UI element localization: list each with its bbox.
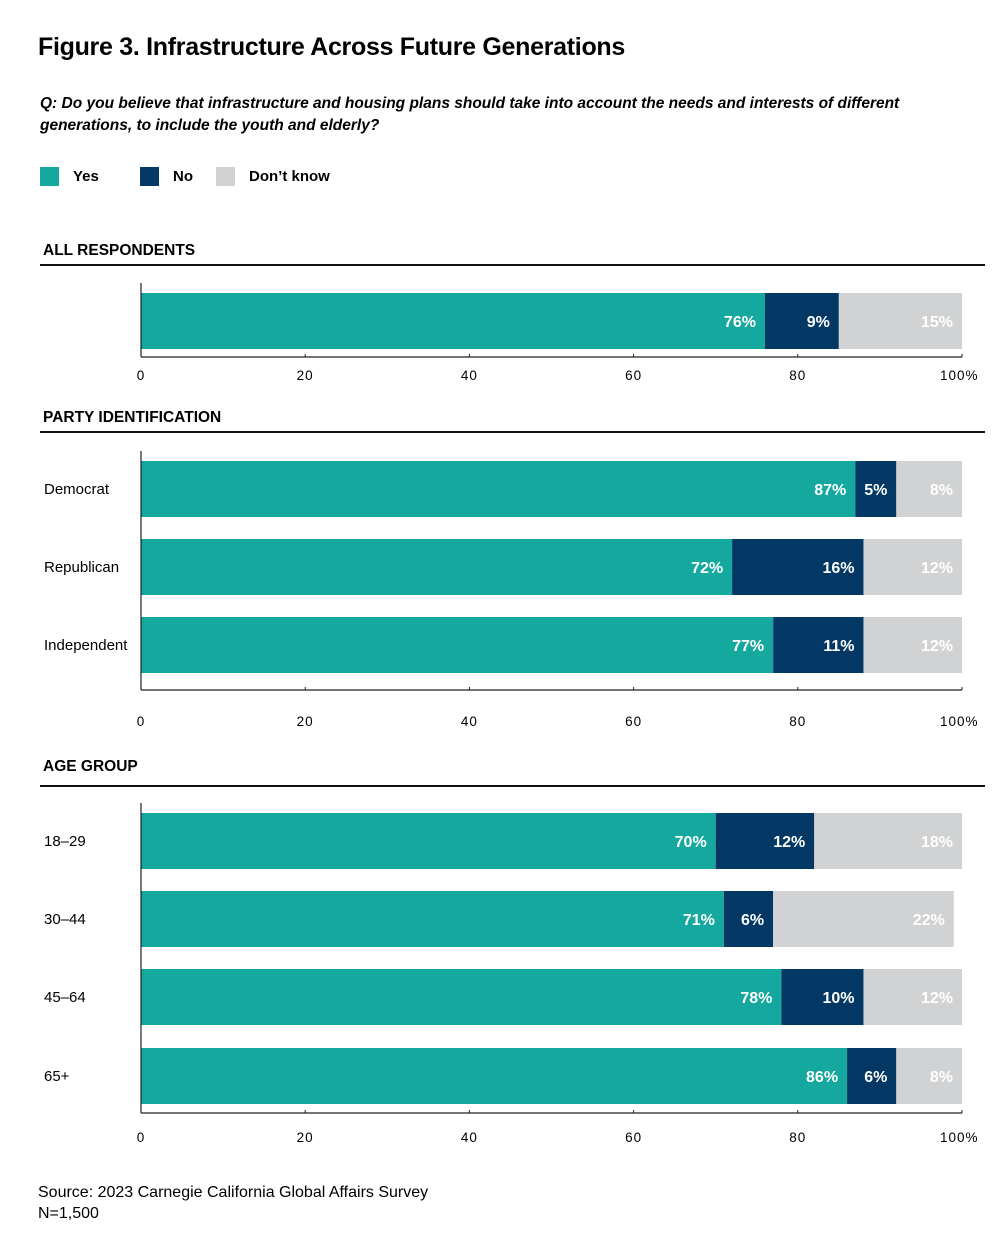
data-label: 78%	[740, 990, 772, 1007]
bar-segment-don-t-know	[863, 969, 962, 1025]
x-tick-label: 0	[137, 714, 146, 729]
source-text: Source: 2023 Carnegie California Global …	[38, 1184, 429, 1201]
legend-swatch-yes	[40, 167, 59, 186]
category-label: 30–44	[44, 911, 86, 928]
bar-segment-no	[847, 1048, 897, 1104]
bar-segment-no	[855, 461, 897, 517]
survey-question: Q: Do you believe that infrastructure an…	[40, 95, 900, 134]
legend-swatch-no	[140, 167, 159, 186]
legend-swatch-dont-know	[216, 167, 235, 186]
data-label: 76%	[724, 314, 756, 331]
bar-segment-yes	[141, 969, 782, 1025]
x-tick-label: 100%	[940, 368, 979, 383]
legend-item-dont-know: Don’t know	[216, 167, 330, 186]
bar-segment-don-t-know	[773, 891, 954, 947]
category-label: 18–29	[44, 833, 86, 850]
bar-segment-yes	[141, 617, 774, 673]
data-label: 12%	[773, 834, 805, 851]
bar-segment-yes	[141, 813, 716, 869]
legend-label-no: No	[173, 168, 193, 185]
bar-segment-don-t-know	[838, 293, 962, 349]
bar-segment-don-t-know	[863, 539, 962, 595]
data-label: 11%	[823, 638, 854, 655]
data-label: 71%	[683, 912, 715, 929]
data-label: 12%	[921, 990, 953, 1007]
x-tick-label: 100%	[940, 714, 979, 729]
x-tick-label: 20	[297, 714, 314, 729]
data-label: 87%	[814, 482, 846, 499]
data-label: 72%	[691, 560, 723, 577]
x-tick-label: 40	[461, 1130, 478, 1145]
bar-segment-don-t-know	[863, 617, 962, 673]
data-label: 18%	[921, 834, 953, 851]
x-tick-label: 40	[461, 368, 478, 383]
data-label: 8%	[930, 1069, 953, 1086]
bar-segment-yes	[141, 1048, 848, 1104]
bar-segment-don-t-know	[896, 1048, 962, 1104]
legend-label-dont-know: Don’t know	[249, 168, 330, 185]
bar-segment-no	[764, 293, 839, 349]
bar-segment-yes	[141, 539, 733, 595]
data-label: 70%	[675, 834, 707, 851]
data-label: 22%	[913, 912, 945, 929]
x-tick-label: 20	[297, 1130, 314, 1145]
sample-size: N=1,500	[38, 1205, 99, 1222]
x-tick-label: 60	[625, 714, 642, 729]
bar-segment-yes	[141, 293, 765, 349]
section-title: AGE GROUP	[43, 758, 138, 775]
x-tick-label: 80	[789, 368, 806, 383]
legend-label-yes: Yes	[73, 168, 99, 185]
legend-item-yes: Yes	[40, 167, 140, 186]
bar-segment-no	[715, 813, 815, 869]
category-label: 65+	[44, 1068, 70, 1085]
bar-segment-no	[732, 539, 864, 595]
data-label: 15%	[921, 314, 953, 331]
legend: Yes No Don’t know	[40, 167, 330, 186]
bar-segment-don-t-know	[814, 813, 962, 869]
legend-item-no: No	[140, 167, 216, 186]
section-title: ALL RESPONDENTS	[43, 242, 195, 259]
bar-segment-don-t-know	[896, 461, 962, 517]
section-title: PARTY IDENTIFICATION	[43, 409, 221, 426]
x-tick-label: 40	[461, 714, 478, 729]
x-tick-label: 0	[137, 1130, 146, 1145]
data-label: 77%	[732, 638, 764, 655]
data-label: 16%	[822, 560, 854, 577]
data-label: 12%	[921, 638, 953, 655]
x-tick-label: 80	[789, 1130, 806, 1145]
data-label: 12%	[921, 560, 953, 577]
category-label: 45–64	[44, 989, 86, 1006]
x-tick-label: 60	[625, 368, 642, 383]
data-label: 9%	[807, 314, 830, 331]
source-note: Source: 2023 Carnegie California Global …	[38, 1182, 428, 1224]
data-label: 6%	[864, 1069, 887, 1086]
x-tick-label: 0	[137, 368, 146, 383]
bar-segment-no	[773, 617, 864, 673]
bar-segment-yes	[141, 891, 724, 947]
bar-segment-no	[723, 891, 774, 947]
category-label: Democrat	[44, 481, 110, 498]
data-label: 10%	[822, 990, 854, 1007]
data-label: 6%	[741, 912, 764, 929]
x-tick-label: 80	[789, 714, 806, 729]
x-tick-label: 60	[625, 1130, 642, 1145]
bar-segment-yes	[141, 461, 856, 517]
x-tick-label: 20	[297, 368, 314, 383]
category-label: Republican	[44, 559, 119, 576]
category-label: Independent	[44, 637, 128, 654]
x-tick-label: 100%	[940, 1130, 979, 1145]
data-label: 8%	[930, 482, 953, 499]
bar-segment-no	[781, 969, 864, 1025]
data-label: 86%	[806, 1069, 838, 1086]
data-label: 5%	[864, 482, 887, 499]
figure-title: Figure 3. Infrastructure Across Future G…	[38, 33, 625, 61]
